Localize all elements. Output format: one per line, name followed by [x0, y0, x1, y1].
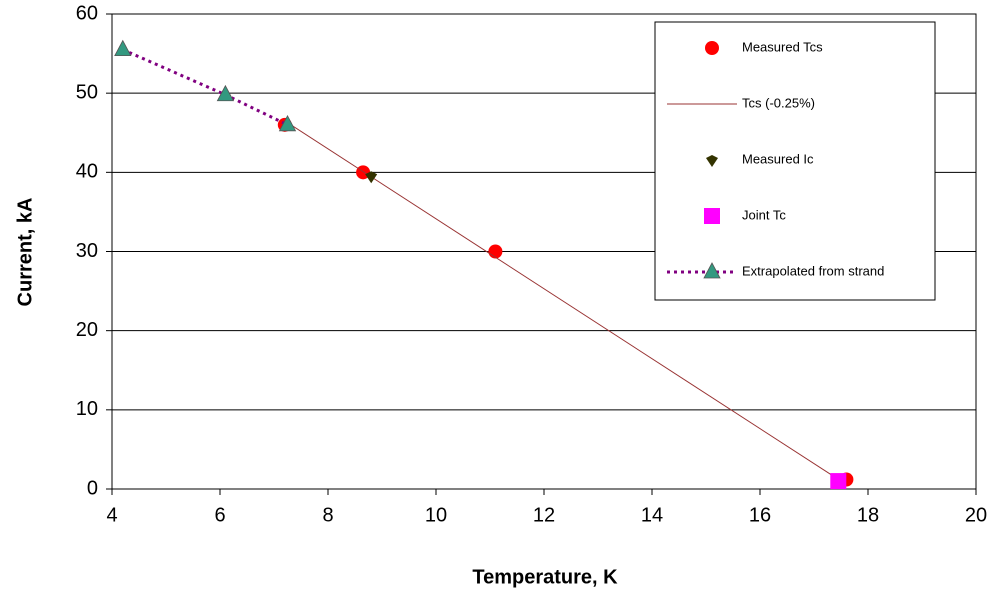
x-tick-label: 20	[965, 504, 987, 526]
x-tick-label: 6	[214, 504, 225, 526]
x-tick-label: 10	[425, 504, 447, 526]
y-tick-label: 30	[76, 240, 98, 262]
legend-marker	[706, 155, 718, 167]
legend-marker	[705, 41, 719, 55]
x-tick-label: 16	[749, 504, 771, 526]
x-axis-title: Temperature, K	[472, 566, 618, 588]
data-point	[278, 114, 297, 132]
y-tick-label: 20	[76, 319, 98, 341]
x-tick-label: 4	[106, 504, 117, 526]
data-point	[365, 171, 378, 184]
legend-box	[654, 21, 936, 301]
series-line	[284, 120, 842, 482]
legend-marker	[703, 262, 721, 279]
y-tick-label: 60	[76, 2, 98, 24]
legend-label: Measured Tcs	[742, 39, 823, 54]
x-tick-label: 14	[641, 504, 663, 526]
y-tick-label: 50	[76, 81, 98, 103]
legend-label: Measured Ic	[742, 151, 814, 166]
y-tick-label: 0	[87, 477, 98, 499]
y-tick-label: 40	[76, 161, 98, 183]
data-point	[114, 39, 132, 57]
x-tick-label: 12	[533, 504, 555, 526]
x-tick-label: 18	[857, 504, 879, 526]
legend-label: Tcs (-0.25%)	[742, 95, 815, 110]
legend-label: Joint Tc	[742, 207, 786, 222]
x-tick-label: 8	[322, 504, 333, 526]
y-axis-title: Current, kA	[14, 198, 36, 307]
data-point	[216, 84, 235, 102]
y-tick-label: 10	[76, 398, 98, 420]
data-point	[488, 244, 503, 259]
legend-marker	[704, 208, 720, 224]
data-point	[830, 473, 847, 490]
legend-label: Extrapolated from strand	[742, 263, 884, 278]
